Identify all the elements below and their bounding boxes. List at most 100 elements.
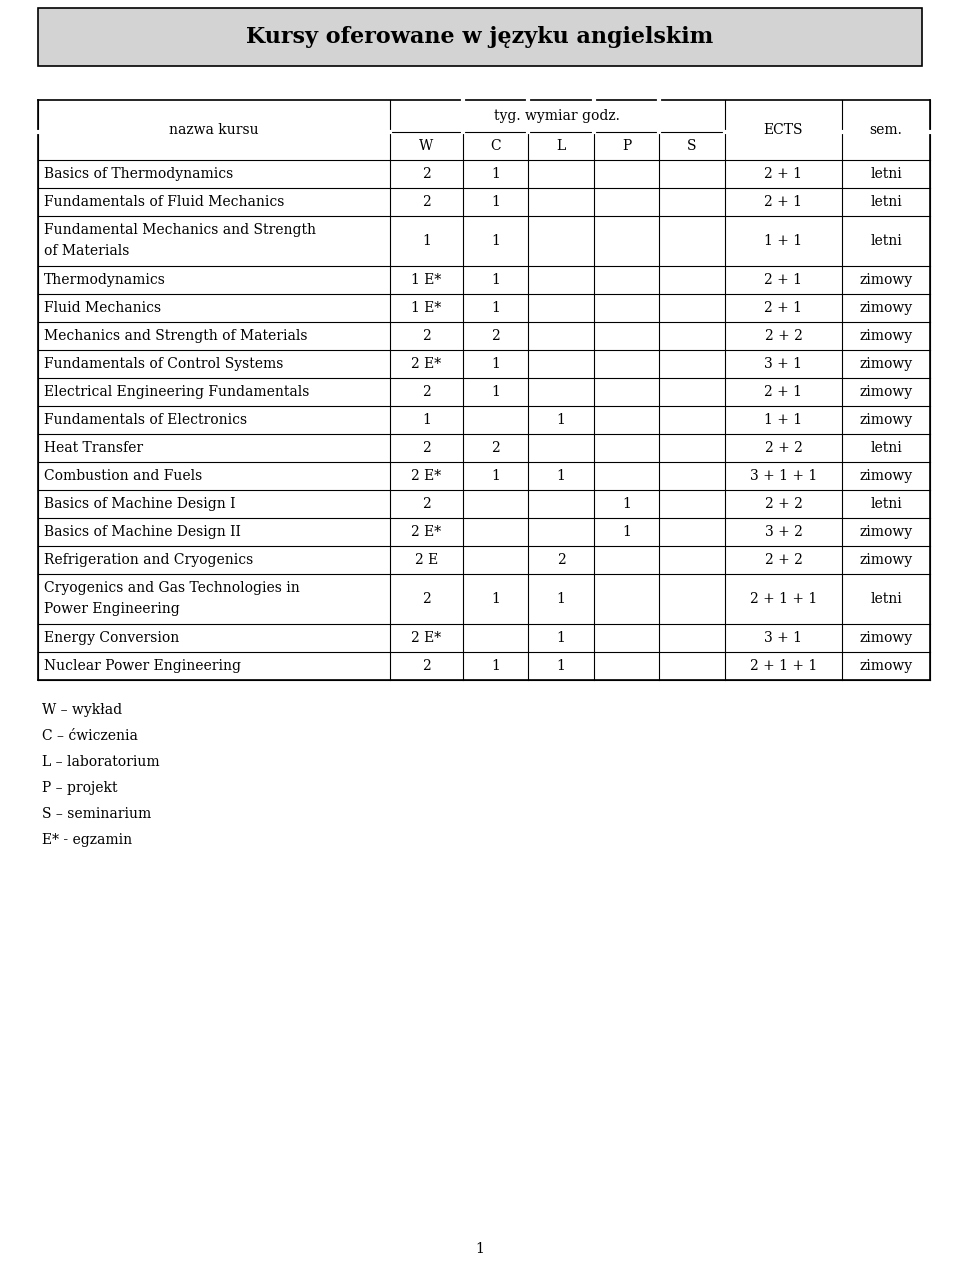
Text: 1: 1 bbox=[492, 234, 500, 248]
Text: Fundamental Mechanics and Strength: Fundamental Mechanics and Strength bbox=[44, 223, 316, 237]
Text: Fundamentals of Fluid Mechanics: Fundamentals of Fluid Mechanics bbox=[44, 195, 284, 209]
Text: 2 + 1: 2 + 1 bbox=[764, 385, 803, 399]
Text: 1: 1 bbox=[475, 1242, 485, 1256]
Text: Basics of Thermodynamics: Basics of Thermodynamics bbox=[44, 167, 233, 181]
Text: P – projekt: P – projekt bbox=[42, 780, 117, 794]
Text: zimowy: zimowy bbox=[859, 385, 913, 399]
Text: 2 + 1: 2 + 1 bbox=[764, 195, 803, 209]
Text: letni: letni bbox=[870, 234, 901, 248]
Text: zimowy: zimowy bbox=[859, 659, 913, 673]
Text: sem.: sem. bbox=[870, 123, 902, 137]
Text: 2: 2 bbox=[422, 195, 431, 209]
Text: 2 + 1: 2 + 1 bbox=[764, 302, 803, 315]
Text: zimowy: zimowy bbox=[859, 357, 913, 371]
Text: letni: letni bbox=[870, 441, 901, 455]
Text: Energy Conversion: Energy Conversion bbox=[44, 631, 180, 645]
Text: C – ćwiczenia: C – ćwiczenia bbox=[42, 729, 138, 742]
Text: Combustion and Fuels: Combustion and Fuels bbox=[44, 469, 203, 483]
Text: 1 + 1: 1 + 1 bbox=[764, 413, 803, 427]
Text: 2 E*: 2 E* bbox=[411, 469, 442, 483]
Text: 1: 1 bbox=[557, 592, 565, 606]
Text: 2: 2 bbox=[422, 167, 431, 181]
Text: zimowy: zimowy bbox=[859, 552, 913, 568]
Text: Basics of Machine Design I: Basics of Machine Design I bbox=[44, 497, 235, 511]
Text: letni: letni bbox=[870, 497, 901, 511]
Text: Fundamentals of Electronics: Fundamentals of Electronics bbox=[44, 413, 247, 427]
Text: 1: 1 bbox=[492, 357, 500, 371]
Text: Nuclear Power Engineering: Nuclear Power Engineering bbox=[44, 659, 241, 673]
Text: 2 + 2: 2 + 2 bbox=[764, 329, 803, 343]
Text: 2: 2 bbox=[422, 497, 431, 511]
Text: ECTS: ECTS bbox=[764, 123, 804, 137]
Text: 2: 2 bbox=[557, 552, 565, 568]
Text: 2 E*: 2 E* bbox=[411, 525, 442, 538]
Text: 1: 1 bbox=[557, 631, 565, 645]
Text: 2 + 2: 2 + 2 bbox=[764, 497, 803, 511]
Text: Fluid Mechanics: Fluid Mechanics bbox=[44, 302, 161, 315]
Text: Basics of Machine Design II: Basics of Machine Design II bbox=[44, 525, 241, 538]
Text: 1: 1 bbox=[492, 167, 500, 181]
Text: 2 + 2: 2 + 2 bbox=[764, 441, 803, 455]
Text: 2: 2 bbox=[422, 385, 431, 399]
Text: Thermodynamics: Thermodynamics bbox=[44, 272, 166, 288]
Text: zimowy: zimowy bbox=[859, 469, 913, 483]
Text: of Materials: of Materials bbox=[44, 245, 130, 258]
Text: letni: letni bbox=[870, 167, 901, 181]
Text: Cryogenics and Gas Technologies in: Cryogenics and Gas Technologies in bbox=[44, 582, 300, 595]
Text: 1: 1 bbox=[557, 469, 565, 483]
Text: Refrigeration and Cryogenics: Refrigeration and Cryogenics bbox=[44, 552, 253, 568]
Text: 3 + 1 + 1: 3 + 1 + 1 bbox=[750, 469, 817, 483]
Text: 1: 1 bbox=[557, 659, 565, 673]
Text: L: L bbox=[557, 139, 565, 153]
Text: zimowy: zimowy bbox=[859, 525, 913, 538]
Text: 2: 2 bbox=[492, 441, 500, 455]
Text: 3 + 1: 3 + 1 bbox=[764, 357, 803, 371]
Text: letni: letni bbox=[870, 592, 901, 606]
Text: 1: 1 bbox=[557, 413, 565, 427]
Text: 1: 1 bbox=[622, 525, 631, 538]
Text: E* - egzamin: E* - egzamin bbox=[42, 832, 132, 848]
Text: 1: 1 bbox=[492, 592, 500, 606]
Text: Electrical Engineering Fundamentals: Electrical Engineering Fundamentals bbox=[44, 385, 309, 399]
Text: 2 E*: 2 E* bbox=[411, 631, 442, 645]
Text: 2 E*: 2 E* bbox=[411, 357, 442, 371]
Text: 1: 1 bbox=[492, 302, 500, 315]
Text: S: S bbox=[687, 139, 697, 153]
Text: 1: 1 bbox=[492, 195, 500, 209]
Text: 1 E*: 1 E* bbox=[411, 272, 442, 288]
Text: zimowy: zimowy bbox=[859, 272, 913, 288]
Text: C: C bbox=[491, 139, 501, 153]
Text: Power Engineering: Power Engineering bbox=[44, 602, 180, 616]
Text: zimowy: zimowy bbox=[859, 631, 913, 645]
Text: 2 + 1: 2 + 1 bbox=[764, 167, 803, 181]
Text: 1: 1 bbox=[622, 497, 631, 511]
Text: 1: 1 bbox=[421, 413, 431, 427]
Text: letni: letni bbox=[870, 195, 901, 209]
Text: 2: 2 bbox=[422, 329, 431, 343]
Text: 2 + 1 + 1: 2 + 1 + 1 bbox=[750, 659, 817, 673]
Text: 1: 1 bbox=[492, 385, 500, 399]
Text: 2: 2 bbox=[422, 592, 431, 606]
Text: 2: 2 bbox=[422, 441, 431, 455]
Text: 2: 2 bbox=[492, 329, 500, 343]
Text: Kursy oferowane w języku angielskim: Kursy oferowane w języku angielskim bbox=[247, 27, 713, 48]
Text: Mechanics and Strength of Materials: Mechanics and Strength of Materials bbox=[44, 329, 307, 343]
Text: 1: 1 bbox=[421, 234, 431, 248]
Text: zimowy: zimowy bbox=[859, 329, 913, 343]
Text: 1 + 1: 1 + 1 bbox=[764, 234, 803, 248]
Text: 1: 1 bbox=[492, 659, 500, 673]
Text: 3 + 1: 3 + 1 bbox=[764, 631, 803, 645]
Text: Fundamentals of Control Systems: Fundamentals of Control Systems bbox=[44, 357, 283, 371]
Text: S – seminarium: S – seminarium bbox=[42, 807, 152, 821]
Text: tyg. wymiar godz.: tyg. wymiar godz. bbox=[494, 109, 620, 123]
Text: 2 + 1: 2 + 1 bbox=[764, 272, 803, 288]
Text: nazwa kursu: nazwa kursu bbox=[169, 123, 258, 137]
Text: L – laboratorium: L – laboratorium bbox=[42, 755, 159, 769]
Text: 2 E: 2 E bbox=[415, 552, 438, 568]
Text: 3 + 2: 3 + 2 bbox=[764, 525, 803, 538]
Text: 2 + 2: 2 + 2 bbox=[764, 552, 803, 568]
Text: zimowy: zimowy bbox=[859, 302, 913, 315]
Text: 1 E*: 1 E* bbox=[411, 302, 442, 315]
Text: Heat Transfer: Heat Transfer bbox=[44, 441, 143, 455]
Text: zimowy: zimowy bbox=[859, 413, 913, 427]
